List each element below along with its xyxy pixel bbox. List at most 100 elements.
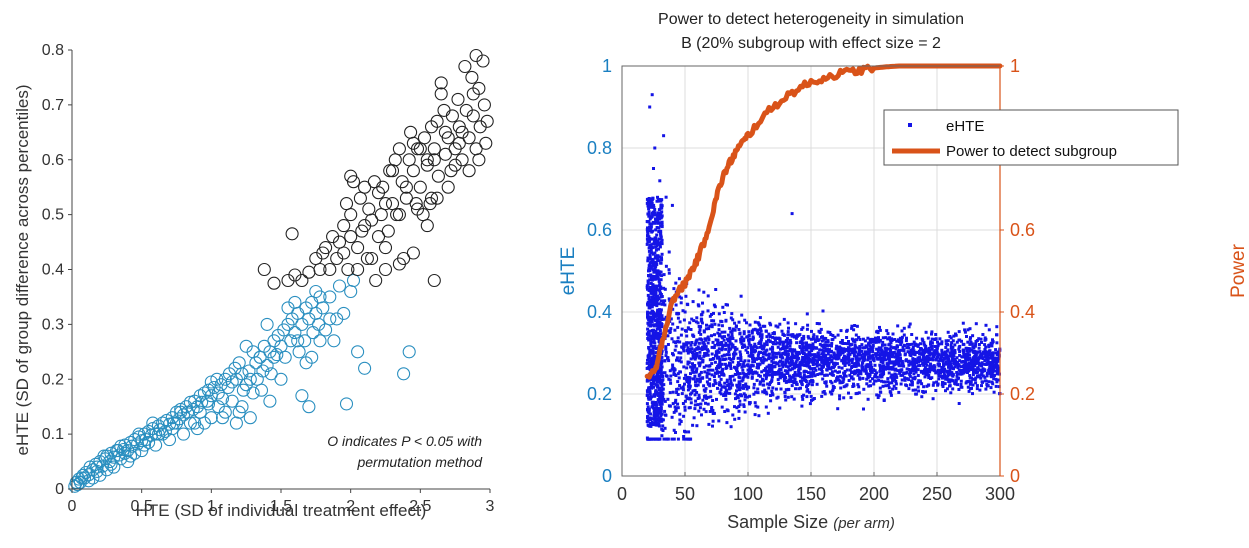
- left-y-tick-label: 0.8: [587, 138, 612, 158]
- ehte-point: [991, 340, 995, 344]
- ehte-point: [737, 380, 741, 384]
- ehte-point: [855, 324, 859, 328]
- ehte-point: [920, 369, 923, 373]
- ehte-point: [784, 398, 788, 402]
- ehte-point: [805, 327, 809, 331]
- ehte-point: [871, 355, 874, 359]
- ehte-point: [948, 368, 952, 372]
- right-x-tick-labels: 0 50 100 150 200 250 300: [617, 472, 1015, 504]
- ehte-point: [742, 405, 746, 408]
- ehte-point: [800, 327, 804, 331]
- ehte-point: [723, 385, 727, 389]
- ehte-point: [995, 380, 999, 384]
- ehte-point: [704, 410, 708, 414]
- ehte-point: [979, 353, 983, 356]
- point-significant: [323, 262, 337, 277]
- ehte-point: [694, 383, 698, 387]
- ehte-point: [800, 376, 804, 380]
- ehte-point: [674, 409, 678, 413]
- ehte-point: [838, 381, 842, 385]
- point-not-significant: [82, 474, 96, 488]
- ehte-point: [728, 391, 732, 395]
- ehte-point: [969, 340, 973, 344]
- ehte-point: [945, 343, 949, 347]
- ehte-point: [858, 377, 862, 381]
- ehte-point: [891, 353, 895, 357]
- ehte-point: [659, 295, 663, 299]
- ehte-point: [976, 375, 980, 379]
- ehte-point: [650, 420, 654, 424]
- ehte-point: [674, 398, 678, 402]
- chart-subtitle: B (20% subgroup with effect size = 2: [681, 35, 941, 52]
- ehte-point: [877, 340, 881, 344]
- ehte-point: [988, 371, 992, 375]
- ehte-point: [649, 382, 653, 385]
- ehte-point: [657, 308, 661, 312]
- ehte-point: [659, 224, 663, 228]
- ehte-point: [698, 347, 702, 351]
- point-significant: [285, 227, 299, 241]
- ehte-point: [773, 338, 777, 342]
- point-not-significant: [250, 372, 264, 386]
- ehte-point: [706, 349, 710, 353]
- ehte-point: [713, 322, 717, 326]
- ehte-point: [800, 337, 804, 340]
- ehte-point: [970, 386, 973, 390]
- point-significant: [434, 76, 448, 90]
- ehte-point: [758, 334, 762, 338]
- ehte-point: [764, 390, 768, 394]
- ehte-point: [684, 437, 688, 441]
- ehte-point: [653, 146, 657, 150]
- ehte-point: [842, 342, 846, 345]
- ehte-point: [768, 321, 772, 325]
- ehte-point: [886, 354, 890, 358]
- ehte-point: [679, 360, 683, 364]
- ehte-point: [878, 354, 882, 357]
- ehte-point: [984, 345, 988, 349]
- ehte-point: [786, 388, 790, 392]
- ehte-point: [953, 343, 957, 347]
- ehte-point: [757, 328, 761, 332]
- ehte-point: [980, 355, 984, 359]
- ehte-point: [660, 402, 664, 406]
- ehte-point: [777, 351, 781, 355]
- ehte-point: [840, 366, 844, 370]
- ehte-point: [727, 384, 731, 388]
- ehte-point: [687, 341, 691, 345]
- right-y-tick-label: 0.6: [1010, 220, 1035, 240]
- ehte-point: [733, 365, 736, 369]
- ehte-point: [990, 380, 994, 384]
- ehte-point: [681, 388, 685, 392]
- ehte-point: [699, 313, 703, 317]
- ehte-point: [961, 369, 965, 373]
- ehte-point: [887, 343, 891, 347]
- ehte-point: [878, 390, 882, 394]
- ehte-point: [969, 365, 973, 369]
- point-not-significant: [302, 400, 316, 414]
- ehte-point: [795, 333, 799, 337]
- point-not-significant: [107, 460, 121, 474]
- point-not-significant: [397, 367, 411, 381]
- point-significant: [385, 197, 400, 211]
- ehte-point: [699, 357, 703, 361]
- ehte-point: [900, 362, 904, 366]
- ehte-point: [839, 340, 843, 344]
- ehte-point: [854, 357, 858, 361]
- ehte-point: [722, 311, 726, 314]
- ehte-point: [853, 354, 856, 358]
- ehte-point: [804, 370, 808, 374]
- annotation-line-2: permutation method: [356, 454, 483, 470]
- ehte-point: [932, 350, 936, 354]
- ehte-point: [848, 373, 852, 377]
- ehte-point: [981, 367, 985, 371]
- ehte-point: [713, 343, 717, 347]
- ehte-point: [695, 338, 699, 342]
- ehte-point: [660, 359, 664, 363]
- ehte-point: [679, 351, 683, 355]
- ehte-point: [706, 395, 710, 399]
- ehte-point: [730, 312, 734, 316]
- ehte-point: [796, 364, 800, 367]
- ehte-point: [964, 358, 968, 362]
- ehte-point: [865, 345, 869, 349]
- point-not-significant: [90, 460, 104, 474]
